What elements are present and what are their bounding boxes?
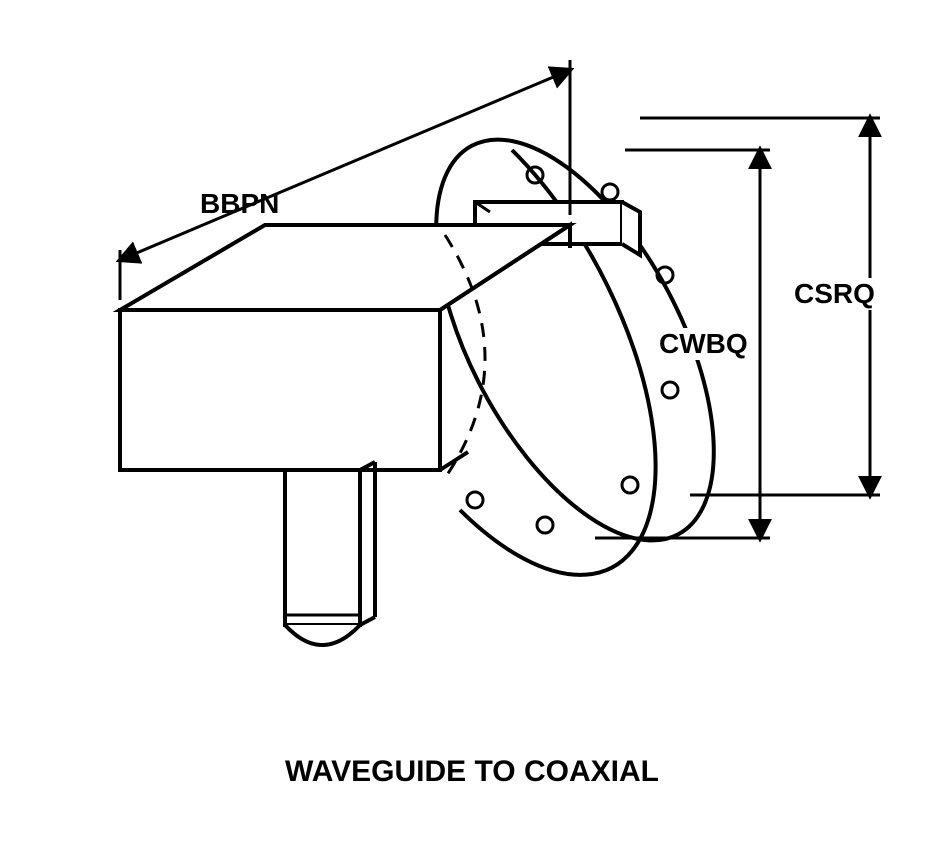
diagram-container: BBPN CWBQ CSRQ WAVEGUIDE TO COAXIAL <box>0 0 944 852</box>
label-csrq: CSRQ <box>790 278 879 310</box>
diagram-title: WAVEGUIDE TO COAXIAL <box>0 755 944 789</box>
coax-connector <box>285 462 375 645</box>
technical-drawing <box>0 0 944 852</box>
label-cwbq: CWBQ <box>655 328 752 360</box>
label-bbpn: BBPN <box>200 188 279 220</box>
